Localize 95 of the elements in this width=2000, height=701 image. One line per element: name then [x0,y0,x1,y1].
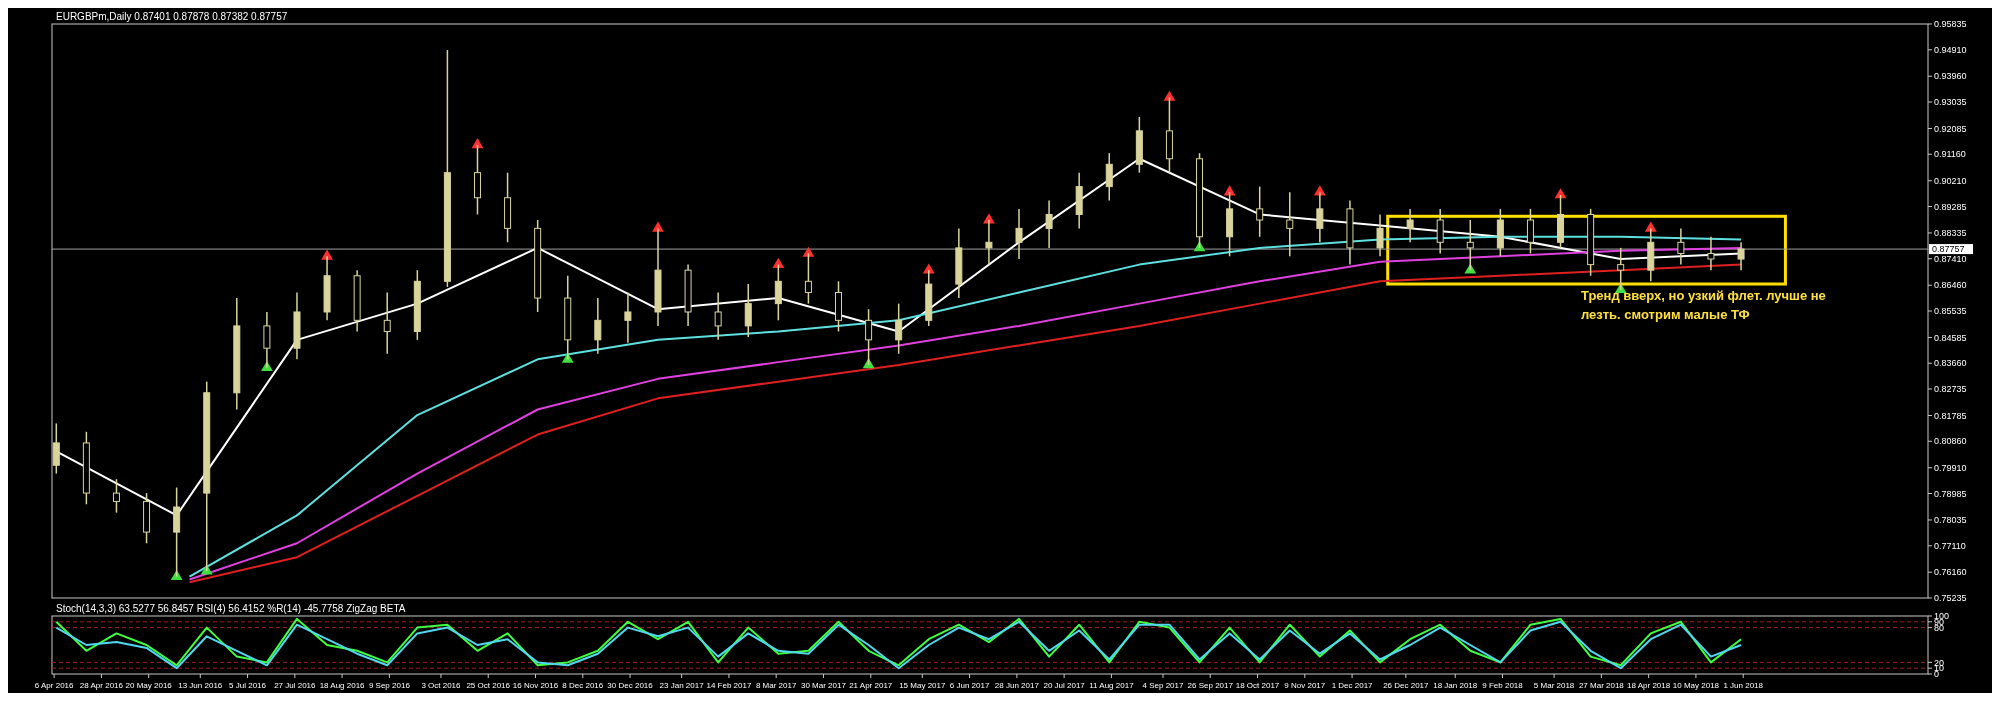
x-tick-label: 18 Apr 2018 [1627,681,1671,690]
x-tick-label: 26 Dec 2017 [1383,681,1430,690]
candlestick [1286,191,1294,257]
candlestick [1436,208,1444,255]
candlestick [865,308,873,366]
candlestick [744,283,752,338]
candlestick [1737,241,1745,271]
x-tick-label: 18 Aug 2016 [319,681,366,690]
point [1464,263,1477,274]
x-tick-label: 8 Mar 2017 [755,681,797,690]
candlestick [594,297,602,355]
y-tick-label: 0.75235 [1934,593,1967,604]
x-tick-label: 26 Sep 2017 [1187,681,1234,690]
y-tick-label: 0.81785 [1934,410,1967,421]
x-tick-label: 23 Jan 2017 [659,681,705,690]
x-tick-label: 1 Dec 2017 [1331,681,1374,690]
x-tick-label: 5 Jul 2016 [229,681,267,690]
y-tick-label: 0.77110 [1934,540,1966,551]
x-tick-label: 30 Mar 2017 [801,681,847,690]
candlestick [263,311,271,369]
candlestick [1045,199,1053,249]
x-tick-label: 30 Dec 2016 [607,681,654,690]
y-tick-label: 0.95835 [1934,19,1967,30]
candlestick [1677,227,1685,266]
x-tick-label: 13 Jun 2016 [178,681,223,690]
y-tick-label: 0.87410 [1934,253,1967,264]
x-tick-label: 8 Dec 2016 [562,681,604,690]
y-tick-label: 0.93960 [1934,71,1967,82]
x-tick-label: 10 May 2018 [1672,681,1720,690]
y-tick-label: 0.78035 [1934,515,1967,526]
x-tick-label: 3 Oct 2016 [421,681,462,690]
y-tick-label: 0.89285 [1934,201,1967,212]
point [772,257,785,268]
x-tick-label: 15 May 2017 [899,681,946,690]
x-tick-label: 28 Jun 2017 [994,681,1040,690]
ref-line-label: 0.87757 [1932,244,1965,255]
candlestick [112,478,120,514]
point [1223,185,1236,196]
candlestick [624,291,632,344]
x-tick-label: 28 Apr 2016 [79,681,124,690]
y-tick-label: 0.83660 [1934,358,1967,369]
candlestick [383,291,391,355]
x-tick-label: 14 Feb 2017 [706,681,752,690]
x-tick-label: 27 Mar 2018 [1578,681,1625,690]
point [471,137,484,149]
y-tick-label: 0.76160 [1934,567,1967,578]
y-tick-label: 0.88335 [1934,228,1967,239]
y-tick-label: 0.78985 [1934,488,1967,499]
x-tick-label: 1 Jun 2018 [1723,681,1764,690]
candlestick [1466,219,1474,271]
x-tick-label: 20 Jul 2017 [1043,681,1086,690]
x-tick-label: 21 Apr 2017 [849,681,893,690]
y-tick-label: 0.93035 [1934,97,1967,108]
y-tick-label: 0.86460 [1934,280,1967,291]
x-tick-label: 9 Nov 2017 [1284,681,1326,690]
candlestick [1617,247,1625,291]
y-tick-label: 0.80860 [1934,436,1967,447]
y-tick-label: 0.79910 [1934,462,1967,473]
y-tick-label: 0.92085 [1934,123,1967,134]
point [1163,90,1176,101]
annotation: Тренд вверх, но узкий флет. лучше не лезть. смотрим малые ТФ [1580,287,1826,322]
y-tick-label: 0.85535 [1934,306,1967,317]
x-tick-label: 16 Nov 2016 [512,681,559,690]
candlestick [1256,185,1264,238]
x-tick-label: 27 Jul 2016 [274,681,317,690]
candlestick [1406,208,1414,244]
x-tick-label: 11 Aug 2017 [1089,681,1135,690]
point [561,352,574,363]
x-tick-label: 18 Oct 2017 [1235,681,1280,690]
candlestick [714,291,722,341]
candlestick [1526,208,1534,255]
x-tick-label: 9 Sep 2016 [368,681,411,690]
x-tick-label: 18 Jan 2018 [1433,681,1478,690]
x-tick-label: 9 Feb 2018 [1482,681,1524,690]
y-tick-label: 0.94910 [1934,44,1967,55]
y-tick-label: 0.84585 [1934,332,1967,343]
candlestick [1376,213,1384,257]
x-tick-label: 6 Apr 2016 [34,681,75,690]
y-tick-label: 0.91160 [1934,149,1966,160]
y-tick-label: 0.90210 [1934,175,1967,186]
y-tick-label: 0.82735 [1934,384,1967,395]
candlestick [1015,208,1023,260]
x-tick-label: 6 Jun 2017 [949,681,990,690]
x-tick-label: 5 Mar 2018 [1533,681,1575,690]
candlestick [1707,235,1715,271]
candlestick [1105,152,1113,202]
chart-title: EURGBPm,Daily 0.87401 0.87878 0.87382 0.87757 [56,11,288,22]
candlestick [895,302,903,355]
x-tick-label: 25 Oct 2016 [466,681,511,690]
x-tick-label: 20 May 2016 [125,681,173,690]
candlestick [52,422,60,475]
chart-title: Stoch(14,3,3) 63.5277 56.8457 RSI(4) 56.4152 %R(14) -45.7758 ZigZag BETA [56,603,406,614]
point [802,246,815,257]
point [200,564,213,575]
x-tick-label: 4 Sep 2017 [1142,681,1184,690]
